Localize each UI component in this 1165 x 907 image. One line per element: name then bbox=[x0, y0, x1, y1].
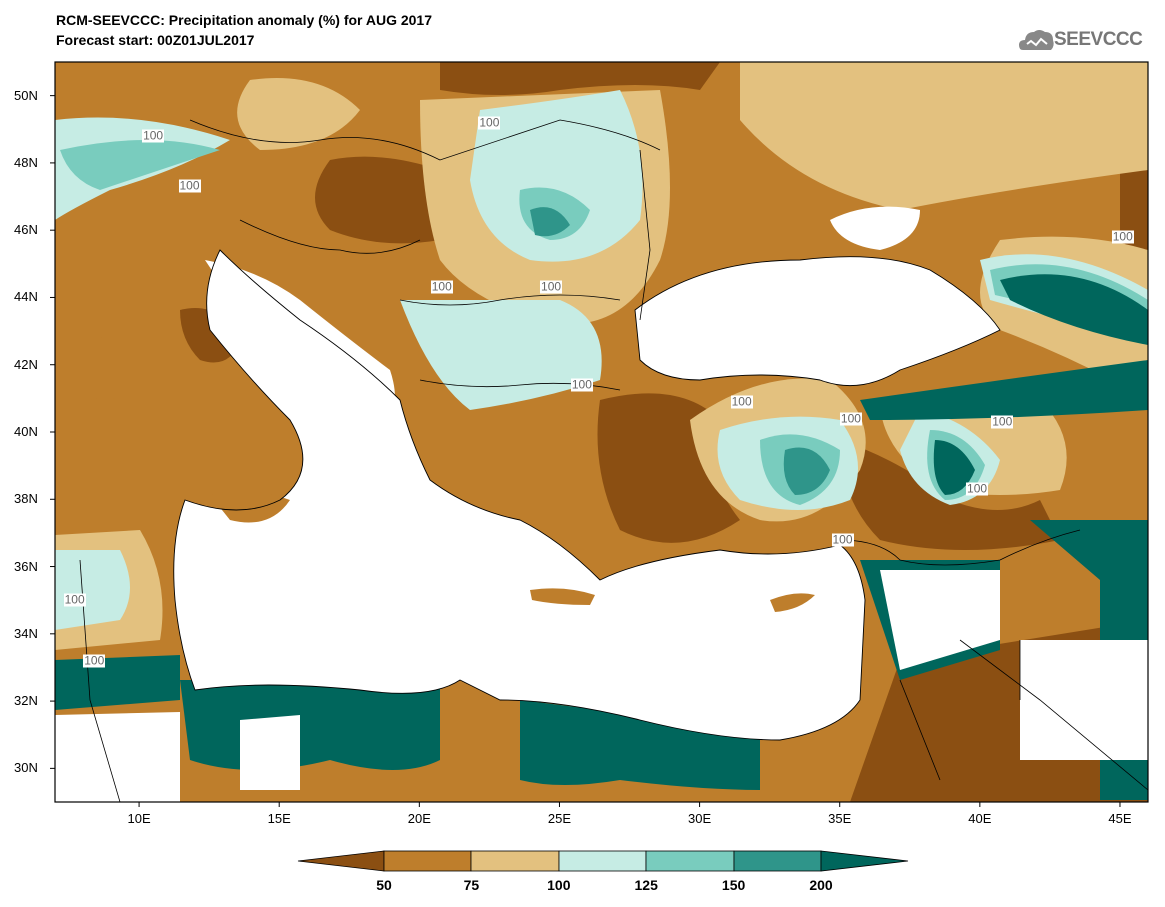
contour-label-100: 100 bbox=[570, 377, 593, 392]
contour-label-100: 100 bbox=[63, 592, 86, 607]
map-title: RCM-SEEVCCC: Precipitation anomaly (%) f… bbox=[56, 12, 432, 28]
lat-label: 40N bbox=[14, 424, 38, 439]
colorbar-segment-above-200 bbox=[820, 850, 909, 872]
lat-label: 42N bbox=[14, 356, 38, 372]
lon-label: 45E bbox=[1108, 811, 1132, 826]
contour-label-100: 100 bbox=[478, 115, 501, 130]
colorbar-segment-50-75 bbox=[383, 850, 472, 872]
colorbar-level-label: 200 bbox=[809, 877, 833, 893]
sea-mask bbox=[880, 570, 1000, 670]
anomaly-region-very-dry bbox=[440, 62, 720, 95]
anomaly-region-wet bbox=[400, 300, 602, 410]
black-sea bbox=[635, 256, 1000, 386]
crete bbox=[530, 588, 595, 605]
colorbar-segment-125-150 bbox=[645, 850, 735, 872]
lat-label: 32N bbox=[14, 693, 38, 709]
anomaly-region-wetter bbox=[60, 140, 220, 190]
map-field bbox=[55, 62, 1148, 802]
contour-label-100: 100 bbox=[831, 532, 854, 547]
contour-label-100: 100 bbox=[178, 178, 201, 193]
seevccc-logo bbox=[1019, 30, 1054, 50]
contour-label-100: 100 bbox=[839, 411, 862, 426]
lon-label: 35E bbox=[828, 811, 852, 826]
colorbar-segment-150-200 bbox=[733, 850, 822, 872]
lat-tick-marks bbox=[50, 95, 55, 769]
lon-tick-marks bbox=[138, 802, 1121, 807]
colorbar-level-label: 75 bbox=[463, 877, 480, 893]
contour-label-100: 100 bbox=[991, 414, 1014, 429]
lon-label: 15E bbox=[267, 811, 291, 826]
colorbar bbox=[297, 850, 909, 872]
lat-label: 48N bbox=[14, 154, 38, 170]
sicily bbox=[210, 491, 290, 523]
lat-label: 36N bbox=[14, 558, 38, 574]
colorbar-level-label: 50 bbox=[376, 877, 392, 893]
contour-label-100: 100 bbox=[540, 279, 563, 294]
lon-label: 20E bbox=[407, 811, 431, 826]
sea-mask bbox=[1020, 640, 1148, 760]
anomaly-region-very-wet bbox=[783, 447, 830, 495]
coastlines bbox=[173, 249, 1001, 741]
anomaly-region-very-dry bbox=[840, 440, 1060, 550]
anomaly-region-very-wet bbox=[860, 360, 1148, 420]
sea-mask bbox=[55, 712, 180, 802]
anomaly-region-very-wet bbox=[55, 655, 180, 710]
cloud-icon bbox=[1019, 30, 1054, 50]
anomaly-region-very-wet bbox=[933, 440, 975, 495]
lat-label: 46N bbox=[14, 222, 38, 238]
azov-sea bbox=[830, 206, 920, 250]
colorbar-level-label: 100 bbox=[547, 877, 571, 893]
colorbar-segment-75-100 bbox=[470, 850, 560, 872]
lon-label: 10E bbox=[127, 811, 151, 826]
anomaly-region-dry bbox=[740, 62, 1148, 210]
anomaly-region-very-dry bbox=[315, 156, 455, 244]
lat-label: 38N bbox=[14, 491, 38, 507]
anomaly-region-very-wet bbox=[1000, 274, 1148, 345]
anomaly-region-wet bbox=[470, 90, 643, 262]
lon-label: 30E bbox=[688, 811, 712, 826]
contour-label-100: 100 bbox=[83, 653, 106, 668]
contour-label-100: 100 bbox=[966, 481, 989, 496]
lat-label: 44N bbox=[14, 289, 38, 305]
sardinia bbox=[90, 397, 128, 464]
anomaly-region-wet bbox=[55, 550, 130, 630]
anomaly-region-dry bbox=[237, 78, 360, 150]
contour-label-100: 100 bbox=[1111, 229, 1134, 244]
colorbar-segment-100-125 bbox=[558, 850, 647, 872]
colorbar-level-label: 150 bbox=[721, 877, 746, 893]
anomaly-region-very-wet bbox=[530, 207, 570, 237]
cyprus bbox=[770, 593, 815, 612]
colorbar-segment-below-50 bbox=[297, 850, 385, 872]
contour-label-100: 100 bbox=[730, 394, 753, 409]
contour-label-100: 100 bbox=[142, 128, 165, 143]
sea-mask bbox=[240, 715, 300, 790]
lat-label: 34N bbox=[14, 625, 38, 641]
corsica bbox=[98, 336, 118, 386]
logo-text: SEEVCCC bbox=[1054, 29, 1143, 50]
lon-label: 40E bbox=[968, 811, 992, 826]
lat-label: 50N bbox=[14, 87, 38, 103]
colorbar-level-label: 125 bbox=[634, 877, 658, 893]
contour-label-100: 100 bbox=[430, 279, 453, 294]
lat-label: 30N bbox=[14, 760, 38, 776]
forecast-start-label: Forecast start: 00Z01JUL2017 bbox=[56, 32, 255, 48]
lon-label: 25E bbox=[547, 811, 572, 826]
adriatic-sea bbox=[205, 260, 395, 420]
